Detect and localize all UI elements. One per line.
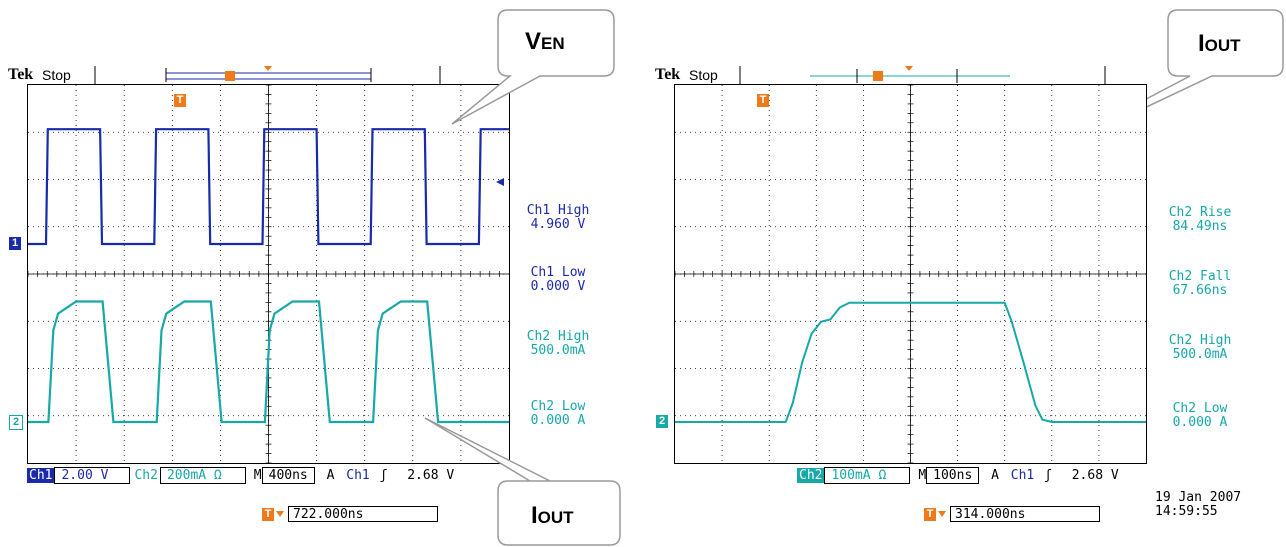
ch2-scale: 200mA Ω xyxy=(159,467,246,484)
r-ch2-scale: 100mA Ω xyxy=(824,467,911,484)
right-measurements: Ch2 Rise 84.49ns Ch2 Fall 67.66ns Ch2 High… xyxy=(1160,206,1240,430)
meas-ch2-high: Ch2 High 500.0mA xyxy=(526,329,590,358)
callout-ven: VEN xyxy=(525,28,565,55)
meas-ch1-low: Ch1 Low 0.000 V xyxy=(530,265,586,294)
right-brand: Tek xyxy=(655,66,681,83)
ch2-trace xyxy=(28,300,509,424)
r-time-div: 100ns xyxy=(926,467,980,484)
ch2-ground-marker: 2 xyxy=(9,415,23,430)
left-trig-arrow-icon xyxy=(276,511,284,517)
left-plot xyxy=(28,85,509,463)
right-trigger-marker: T xyxy=(757,94,769,107)
meas-ch1-high: Ch1 High 4.960 V xyxy=(526,203,590,232)
meas-ch2-low-r: Ch2 Low 0.000 A xyxy=(1172,401,1228,430)
time-div: 400ns xyxy=(261,467,315,484)
right-ch2-ground-marker: 2 xyxy=(656,415,668,428)
right-record-bar xyxy=(739,66,1106,84)
right-trig-pos-icon: T xyxy=(924,508,936,521)
ch1-trace xyxy=(28,128,509,246)
r-trig-slope-icon: ʃ xyxy=(1044,468,1052,483)
right-plot xyxy=(675,85,1146,463)
left-status-bar: Ch1 2.00 V Ch2 200mA Ω M 400ns A Ch1 ʃ 2.68 … xyxy=(27,467,454,484)
r-a-label: A xyxy=(991,468,999,483)
r-trig-level: 2.68 V xyxy=(1071,468,1119,483)
right-graticule xyxy=(674,84,1147,464)
callout-iout-left: IOUT xyxy=(531,502,574,529)
left-measurements: Ch1 High 4.960 V Ch1 Low 0.000 V Ch2 High 5… xyxy=(518,204,598,428)
left-trigger-marker: T xyxy=(174,94,186,107)
datetime: 19 Jan 2007 14:59:55 xyxy=(1155,491,1241,519)
trig-source: Ch1 xyxy=(346,468,370,483)
meas-ch2-high-r: Ch2 High 500.0mA xyxy=(1168,333,1232,362)
trig-slope-icon: ʃ xyxy=(379,468,388,483)
trigger-level-arrow-icon xyxy=(496,178,504,186)
meas-ch2-low: Ch2 Low 0.000 A xyxy=(530,399,586,428)
left-graticule xyxy=(27,84,510,464)
callout-iout-right: IOUT xyxy=(1198,30,1241,57)
meas-ch2-fall: Ch2 Fall 67.66ns xyxy=(1168,269,1232,298)
left-trig-pos-icon: T xyxy=(262,508,274,521)
m-label: M xyxy=(253,468,262,483)
r-m-label: M xyxy=(918,468,927,483)
right-trigger-position: 314.000ns xyxy=(950,506,1100,522)
left-status: Stop xyxy=(42,67,71,83)
r-trig-source: Ch1 xyxy=(1010,468,1035,483)
left-brand: Tek xyxy=(8,66,34,83)
time: 14:59:55 xyxy=(1155,504,1218,519)
right-status-bar: Ch2 100mA Ω M 100ns A Ch1 ʃ 2.68 V xyxy=(797,467,1119,484)
ch1-ground-marker: 1 xyxy=(9,237,21,250)
right-status: Stop xyxy=(689,67,718,83)
r-ch2-label: Ch2 xyxy=(797,468,825,483)
ch2-label: Ch2 xyxy=(134,468,158,483)
right-trig-arrow-icon xyxy=(938,511,946,517)
meas-ch2-rise: Ch2 Rise 84.49ns xyxy=(1168,205,1232,234)
ch1-scale: 2.00 V xyxy=(54,467,131,484)
ch1-label: Ch1 xyxy=(27,468,55,483)
ch2-trace-zoom xyxy=(675,301,1146,423)
left-trigger-position: 722.000ns xyxy=(288,506,438,522)
date: 19 Jan 2007 xyxy=(1155,490,1242,505)
trig-level: 2.68 V xyxy=(407,468,455,483)
a-label: A xyxy=(326,468,335,483)
left-record-bar xyxy=(94,66,441,84)
